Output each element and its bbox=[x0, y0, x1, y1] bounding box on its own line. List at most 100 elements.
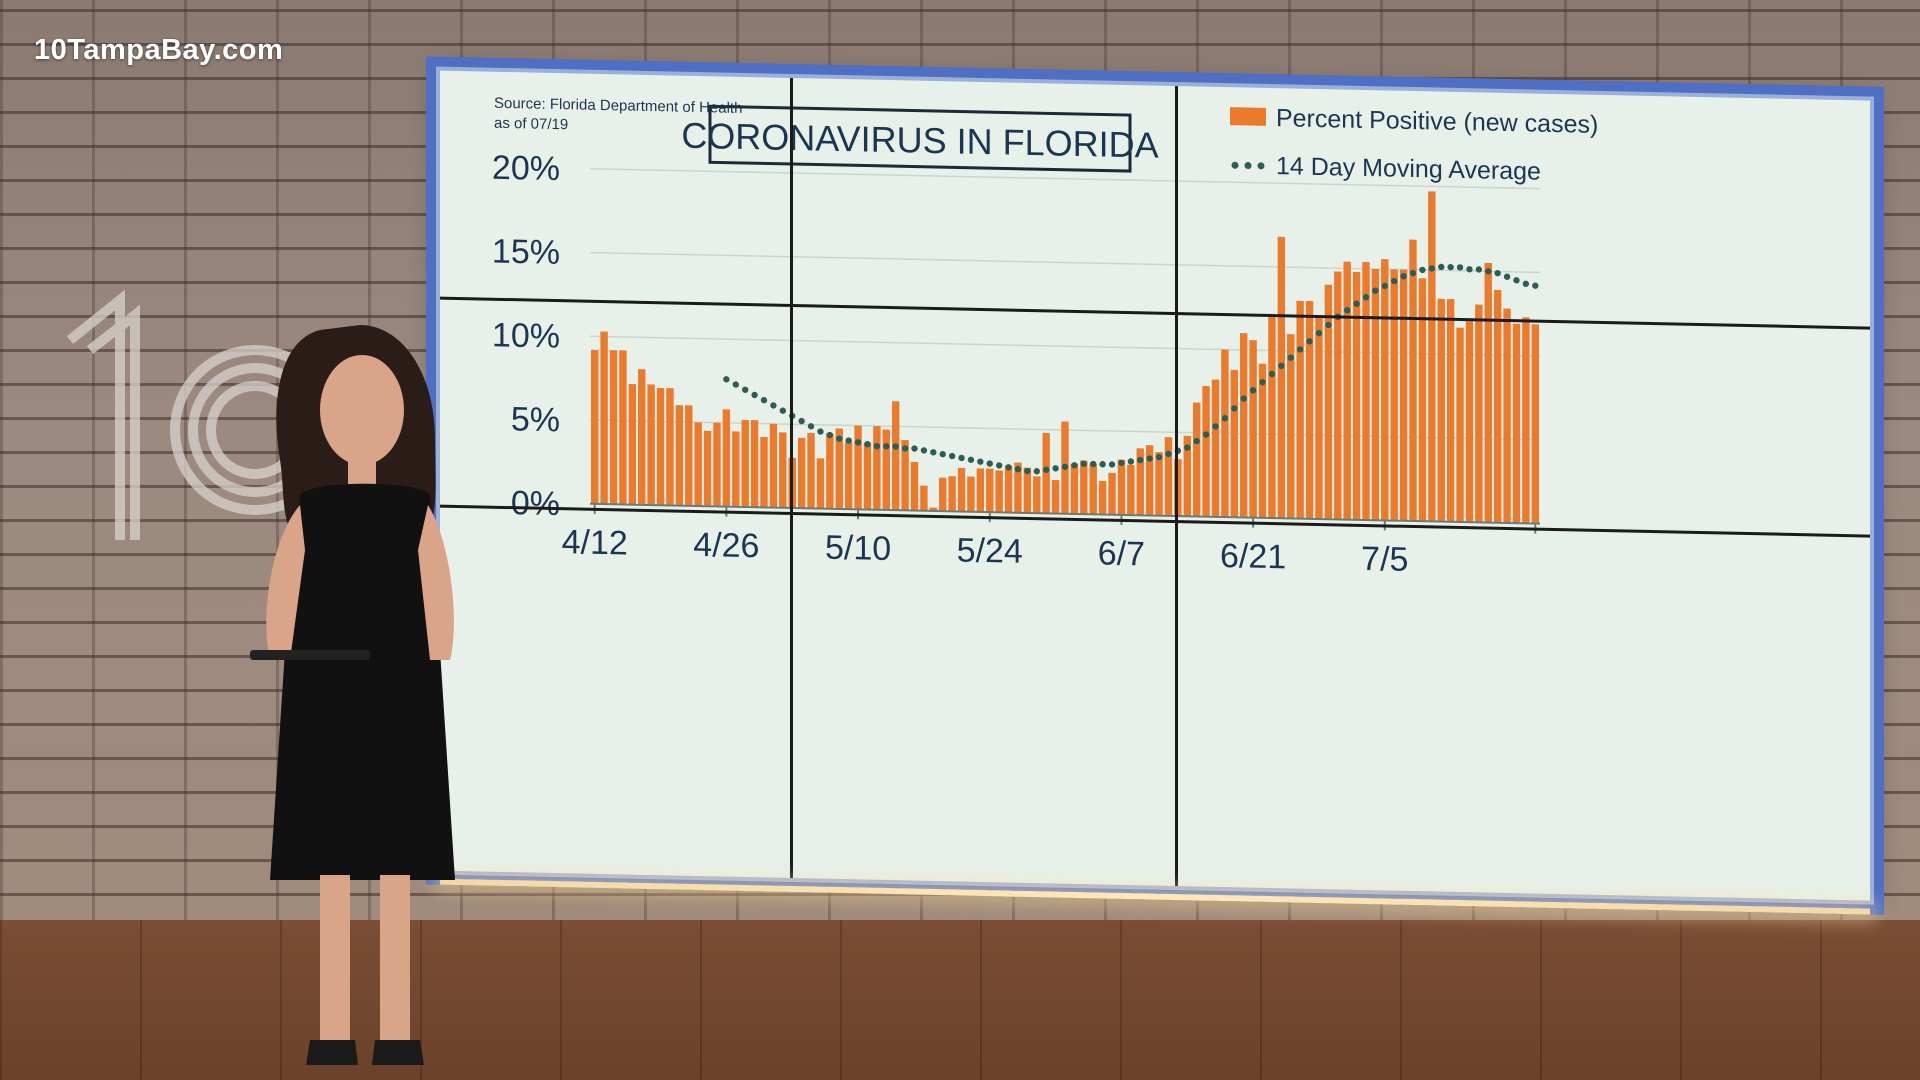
average-point bbox=[1090, 460, 1097, 468]
chart-title: CORONAVIRUS IN FLORIDA bbox=[681, 115, 1158, 166]
bar bbox=[797, 437, 806, 509]
average-point bbox=[901, 445, 909, 452]
average-point bbox=[1061, 463, 1069, 471]
bar bbox=[1004, 465, 1013, 513]
bar bbox=[1493, 289, 1502, 523]
average-point bbox=[986, 460, 993, 467]
bar bbox=[741, 419, 749, 508]
bar bbox=[1334, 271, 1342, 520]
bar bbox=[854, 425, 862, 510]
y-tick-label: 0% bbox=[511, 484, 560, 523]
bar bbox=[1240, 333, 1248, 518]
average-point bbox=[1231, 405, 1238, 412]
legend-dots-icon bbox=[1231, 161, 1265, 170]
bar bbox=[863, 442, 872, 510]
x-tick-label: 6/7 bbox=[1098, 534, 1145, 573]
x-tick-label: 5/24 bbox=[957, 531, 1023, 570]
average-point bbox=[1249, 387, 1257, 394]
bar bbox=[844, 442, 853, 510]
bar bbox=[976, 468, 985, 513]
average-point bbox=[873, 442, 881, 450]
x-tick-label: 4/26 bbox=[693, 526, 759, 565]
bar bbox=[957, 467, 966, 512]
bar bbox=[1465, 321, 1474, 523]
average-point bbox=[723, 376, 730, 383]
bar bbox=[769, 423, 778, 508]
bar bbox=[591, 349, 599, 504]
bar bbox=[1202, 385, 1210, 517]
bar bbox=[1446, 298, 1455, 522]
average-point bbox=[1494, 270, 1501, 277]
bar bbox=[1287, 334, 1295, 519]
screen-seam-vertical-1 bbox=[790, 77, 793, 879]
chart-source: Source: Florida Department of Health bbox=[494, 95, 742, 117]
average-point bbox=[1193, 437, 1200, 445]
bar bbox=[1127, 464, 1135, 516]
average-point bbox=[1419, 266, 1426, 274]
bar bbox=[1277, 236, 1286, 519]
bar bbox=[1315, 317, 1323, 520]
average-point bbox=[1268, 370, 1276, 378]
average-point bbox=[911, 445, 918, 452]
bar bbox=[1098, 480, 1107, 515]
x-tick-label: 5/10 bbox=[825, 529, 891, 568]
average-point bbox=[1071, 462, 1078, 469]
average-point bbox=[1184, 444, 1191, 451]
average-point bbox=[817, 428, 824, 435]
bar bbox=[1070, 463, 1079, 514]
screen-seam-vertical-2 bbox=[1175, 86, 1178, 887]
bar bbox=[732, 431, 740, 507]
bar bbox=[1136, 448, 1144, 516]
bar bbox=[1155, 451, 1163, 516]
average-point bbox=[864, 441, 871, 448]
average-point bbox=[1362, 294, 1370, 301]
average-point bbox=[883, 443, 890, 450]
bar bbox=[967, 476, 975, 512]
bar bbox=[1371, 268, 1380, 521]
average-point bbox=[1259, 378, 1266, 386]
bar bbox=[1324, 284, 1333, 520]
average-point bbox=[1108, 461, 1116, 468]
average-point bbox=[732, 381, 739, 388]
average-point bbox=[1381, 282, 1389, 290]
average-point bbox=[1466, 266, 1473, 273]
average-point bbox=[1005, 464, 1012, 471]
average-point bbox=[1447, 263, 1454, 271]
y-tick-label: 5% bbox=[511, 400, 560, 439]
bar bbox=[609, 350, 618, 505]
bar bbox=[1268, 316, 1276, 519]
average-point bbox=[1409, 269, 1417, 277]
bar bbox=[920, 485, 928, 511]
bar bbox=[628, 383, 637, 505]
bar bbox=[1475, 304, 1483, 523]
average-point bbox=[995, 462, 1003, 469]
bar bbox=[1531, 324, 1540, 524]
bar bbox=[1033, 476, 1041, 514]
average-point bbox=[1353, 300, 1360, 307]
average-point bbox=[892, 443, 899, 450]
bar bbox=[939, 477, 947, 512]
average-point bbox=[1212, 423, 1219, 430]
bar bbox=[675, 405, 684, 506]
bar bbox=[1249, 340, 1257, 518]
average-point bbox=[1221, 415, 1229, 422]
bar bbox=[694, 422, 702, 507]
bar bbox=[835, 428, 843, 510]
x-tick-label: 6/21 bbox=[1220, 537, 1286, 576]
average-point bbox=[741, 386, 749, 393]
bar bbox=[986, 468, 994, 513]
bar bbox=[685, 405, 693, 506]
average-point bbox=[1372, 287, 1379, 294]
bar bbox=[948, 476, 956, 512]
average-point bbox=[1485, 268, 1492, 275]
average-point bbox=[1438, 263, 1445, 271]
average-point bbox=[751, 391, 758, 399]
average-point bbox=[1202, 431, 1210, 438]
bar bbox=[891, 401, 900, 511]
average-point bbox=[1306, 338, 1313, 345]
x-tick-label: 7/5 bbox=[1361, 540, 1408, 579]
bar bbox=[750, 420, 759, 508]
bar bbox=[1343, 261, 1351, 520]
bar bbox=[713, 422, 721, 507]
bar bbox=[1409, 239, 1417, 522]
